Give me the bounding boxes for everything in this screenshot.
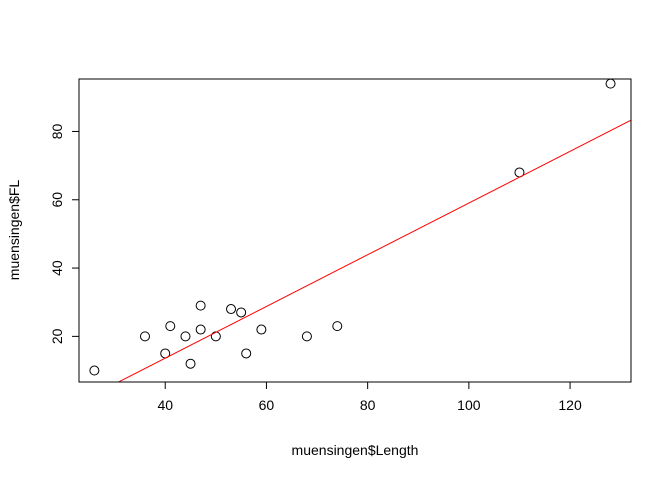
data-point: [180, 331, 191, 342]
x-tick-label: 100: [457, 397, 481, 413]
y-tick-label: 60: [49, 192, 65, 208]
regression-line: [117, 119, 631, 382]
data-point: [195, 300, 206, 311]
x-tick-label: 80: [360, 397, 376, 413]
x-tick-label: 120: [558, 397, 582, 413]
data-point: [241, 348, 252, 359]
data-point: [89, 365, 100, 376]
y-tick-label: 80: [49, 123, 65, 139]
data-point: [185, 358, 196, 369]
points-layer: [89, 78, 616, 376]
x-tick-label: 60: [259, 397, 275, 413]
data-point: [332, 321, 343, 332]
regression-layer: [117, 119, 631, 382]
x-tick-label: 40: [157, 397, 173, 413]
data-point: [236, 307, 247, 318]
x-axis-title: muensingen$Length: [292, 442, 419, 458]
y-tick-label: 40: [49, 260, 65, 276]
data-point: [195, 324, 206, 335]
data-point: [165, 321, 176, 332]
data-point: [226, 304, 237, 315]
y-axis-title: muensingen$FL: [6, 180, 22, 281]
data-point: [139, 331, 150, 342]
data-point: [301, 331, 312, 342]
x-axis: 40 60 80 100 120: [157, 381, 582, 413]
y-axis: 20 40 60 80: [49, 123, 80, 344]
data-point: [256, 324, 267, 335]
y-tick-label: 20: [49, 328, 65, 344]
